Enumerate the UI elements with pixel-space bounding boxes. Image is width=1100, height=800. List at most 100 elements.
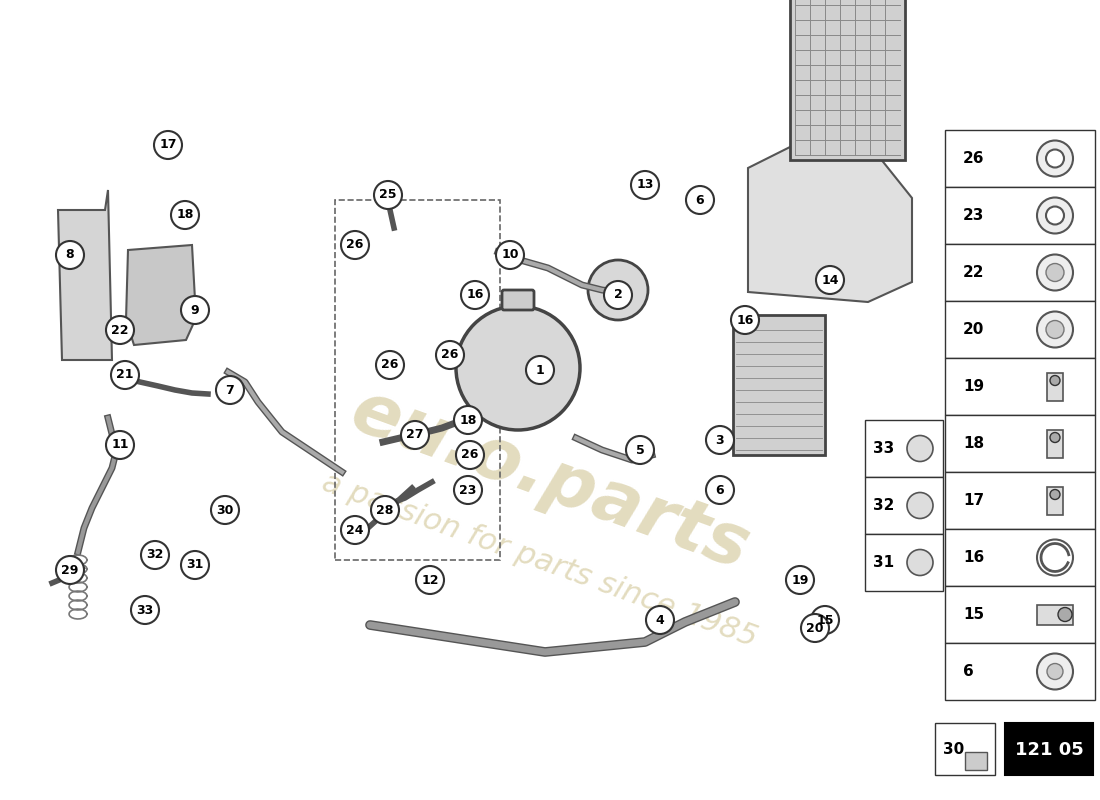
Text: 31: 31 bbox=[873, 555, 894, 570]
Circle shape bbox=[56, 241, 84, 269]
Text: 23: 23 bbox=[962, 208, 984, 223]
Text: 21: 21 bbox=[117, 369, 134, 382]
Text: 16: 16 bbox=[736, 314, 754, 326]
Bar bbox=[945, 130, 1094, 187]
Circle shape bbox=[456, 306, 580, 430]
Text: 25: 25 bbox=[379, 189, 397, 202]
Circle shape bbox=[811, 606, 839, 634]
Circle shape bbox=[1037, 654, 1072, 690]
Circle shape bbox=[1047, 663, 1063, 679]
Text: 33: 33 bbox=[873, 441, 894, 456]
Text: 18: 18 bbox=[460, 414, 476, 426]
Circle shape bbox=[1058, 607, 1072, 622]
Circle shape bbox=[908, 550, 933, 575]
Circle shape bbox=[1050, 490, 1060, 499]
Text: 26: 26 bbox=[962, 151, 984, 166]
Text: 16: 16 bbox=[466, 289, 484, 302]
Bar bbox=[865, 477, 943, 534]
Bar bbox=[865, 534, 943, 591]
Circle shape bbox=[182, 551, 209, 579]
Bar bbox=[790, 0, 905, 160]
Text: 32: 32 bbox=[873, 498, 894, 513]
Bar bbox=[336, 200, 500, 560]
Circle shape bbox=[131, 596, 160, 624]
Circle shape bbox=[1046, 321, 1064, 338]
Text: 6: 6 bbox=[695, 194, 704, 206]
Text: 6: 6 bbox=[716, 483, 724, 497]
Text: 24: 24 bbox=[346, 523, 364, 537]
Bar bbox=[865, 420, 943, 477]
Polygon shape bbox=[58, 190, 112, 360]
Text: 26: 26 bbox=[382, 358, 398, 371]
Bar bbox=[1047, 430, 1063, 458]
Text: 4: 4 bbox=[656, 614, 664, 626]
Circle shape bbox=[706, 476, 734, 504]
Bar bbox=[945, 301, 1094, 358]
Circle shape bbox=[374, 181, 401, 209]
Text: 32: 32 bbox=[146, 549, 164, 562]
Text: 33: 33 bbox=[136, 603, 154, 617]
Text: 26: 26 bbox=[441, 349, 459, 362]
Circle shape bbox=[908, 493, 933, 518]
Polygon shape bbox=[126, 245, 196, 345]
Text: 20: 20 bbox=[806, 622, 824, 634]
Text: 20: 20 bbox=[962, 322, 984, 337]
Circle shape bbox=[1037, 198, 1072, 234]
Text: 10: 10 bbox=[502, 249, 519, 262]
Text: 17: 17 bbox=[160, 138, 177, 151]
Circle shape bbox=[111, 361, 139, 389]
Circle shape bbox=[1046, 206, 1064, 225]
Bar bbox=[945, 586, 1094, 643]
Text: 22: 22 bbox=[111, 323, 129, 337]
Circle shape bbox=[56, 556, 84, 584]
Circle shape bbox=[604, 281, 632, 309]
Circle shape bbox=[1050, 433, 1060, 442]
Circle shape bbox=[461, 281, 490, 309]
Circle shape bbox=[526, 356, 554, 384]
Text: 27: 27 bbox=[406, 429, 424, 442]
Circle shape bbox=[816, 266, 844, 294]
Polygon shape bbox=[748, 143, 912, 302]
Text: 19: 19 bbox=[791, 574, 808, 586]
Bar bbox=[945, 529, 1094, 586]
Text: 16: 16 bbox=[962, 550, 984, 565]
Circle shape bbox=[341, 231, 368, 259]
Bar bbox=[945, 472, 1094, 529]
Text: 13: 13 bbox=[636, 178, 653, 191]
Circle shape bbox=[341, 516, 368, 544]
Text: 29: 29 bbox=[62, 563, 79, 577]
Text: 30: 30 bbox=[217, 503, 233, 517]
Text: 14: 14 bbox=[822, 274, 838, 286]
Bar bbox=[945, 415, 1094, 472]
Circle shape bbox=[801, 614, 829, 642]
Text: 15: 15 bbox=[816, 614, 834, 626]
Circle shape bbox=[216, 376, 244, 404]
Text: 19: 19 bbox=[962, 379, 984, 394]
Bar bbox=[945, 187, 1094, 244]
Circle shape bbox=[706, 426, 734, 454]
Text: 26: 26 bbox=[461, 449, 478, 462]
Text: 23: 23 bbox=[460, 483, 476, 497]
Text: 26: 26 bbox=[346, 238, 364, 251]
Circle shape bbox=[1050, 375, 1060, 386]
Bar bbox=[945, 643, 1094, 700]
Bar bbox=[935, 723, 996, 775]
FancyBboxPatch shape bbox=[502, 290, 534, 310]
Text: 11: 11 bbox=[111, 438, 129, 451]
Circle shape bbox=[1046, 263, 1064, 282]
Circle shape bbox=[154, 131, 182, 159]
Circle shape bbox=[371, 496, 399, 524]
Circle shape bbox=[732, 306, 759, 334]
Text: 6: 6 bbox=[962, 664, 974, 679]
Text: 31: 31 bbox=[186, 558, 204, 571]
Text: 9: 9 bbox=[190, 303, 199, 317]
Circle shape bbox=[182, 296, 209, 324]
Text: 7: 7 bbox=[226, 383, 234, 397]
Circle shape bbox=[786, 566, 814, 594]
Text: eu.o.parts: eu.o.parts bbox=[341, 376, 759, 584]
Text: 8: 8 bbox=[66, 249, 75, 262]
Circle shape bbox=[416, 566, 444, 594]
Text: 28: 28 bbox=[376, 503, 394, 517]
Circle shape bbox=[908, 435, 933, 462]
Text: 18: 18 bbox=[176, 209, 194, 222]
